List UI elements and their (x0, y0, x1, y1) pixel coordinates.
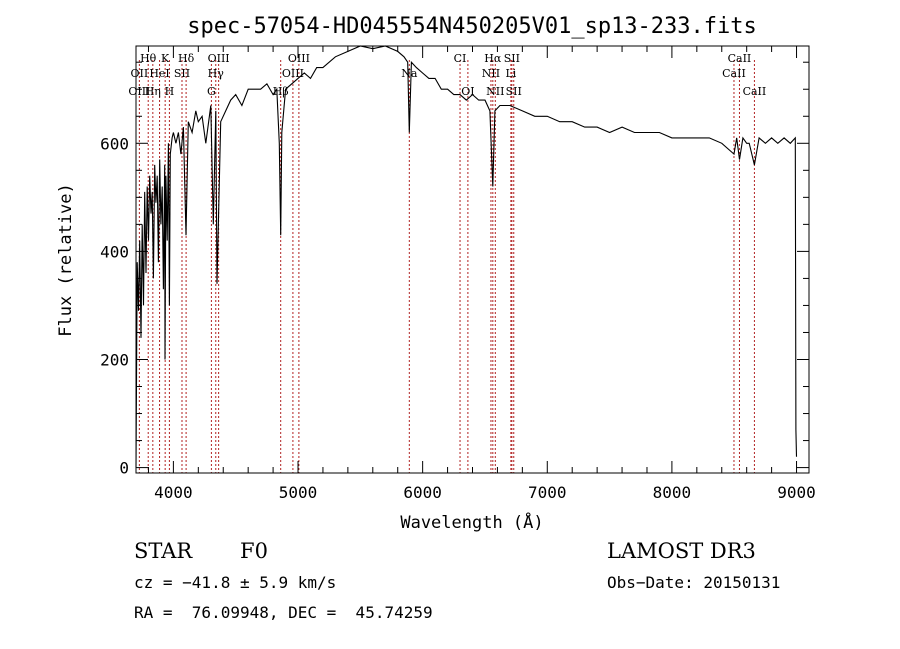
spectral-line-label: Hθ (140, 52, 157, 65)
spectral-line-label: OIII (208, 52, 230, 65)
y-axis-title: Flux (relative) (56, 183, 76, 337)
spectral-line-label: CaII (728, 52, 752, 65)
spectral-line-label: OIII (282, 67, 304, 80)
spectral-line-label: OIII (288, 52, 310, 65)
y-tick-label: 600 (100, 134, 129, 153)
x-tick-label: 4000 (154, 483, 193, 502)
spectral-line-label: OII (131, 67, 149, 80)
x-tick-label: 9000 (777, 483, 816, 502)
plot-frame (135, 45, 810, 474)
spectral-line-label: CI (454, 52, 467, 65)
spectral-line-label: Li (505, 67, 516, 80)
spectral-line-label: OI (461, 85, 474, 98)
spectral-line-label: NII (482, 67, 500, 80)
spectral-line-label: Hη (145, 85, 161, 98)
spectral-line-markers (138, 60, 755, 473)
spectral-line-label: K (161, 52, 170, 65)
spectrum-series-line (135, 45, 798, 468)
y-tick-label: 200 (100, 350, 129, 369)
survey-name: LAMOST DR3 (607, 539, 756, 563)
spectral-line-label: Na (401, 67, 418, 80)
coordinates: RA = 76.09948, DEC = 45.74259 (134, 603, 433, 622)
spectral-line-label: OIII (128, 85, 150, 98)
spectral-line-label: H (165, 85, 175, 98)
y-tick-label: 0 (119, 459, 129, 478)
obs-date: Obs−Date: 20150131 (607, 573, 781, 592)
x-tick-label: 8000 (653, 483, 692, 502)
object-class: STAR (134, 539, 193, 563)
spectral-line-label: HeI (149, 67, 169, 80)
spectral-line-label: Hγ (208, 67, 225, 80)
spectral-line-label: CaII (743, 85, 767, 98)
x-tick-label: 5000 (279, 483, 318, 502)
spectral-line-label: CaII (722, 67, 746, 80)
object-subclass: F0 (240, 539, 268, 563)
chart-title: spec-57054-HD045554N450205V01_sp13-233.f… (187, 14, 757, 39)
spectral-line-label: G (207, 85, 216, 98)
spectral-line-label: SII (506, 85, 522, 98)
spectral-line-label: Hα (484, 52, 502, 65)
spectral-line-label: SII (504, 52, 520, 65)
spectral-line-label: Hδ (178, 52, 195, 65)
x-axis-title: Wavelength (Å) (400, 511, 543, 533)
y-tick-label: 400 (100, 242, 129, 261)
redshift-readout: cz = −41.8 ± 5.9 km/s (134, 573, 337, 592)
axis-ticks: 4000 5000 6000 7000 8000 9000 0 200 400 600 (100, 46, 816, 502)
x-tick-label: 6000 (403, 483, 442, 502)
x-tick-label: 7000 (528, 483, 567, 502)
spectral-line-label: NII (486, 85, 504, 98)
spectral-line-label: SII (174, 67, 190, 80)
